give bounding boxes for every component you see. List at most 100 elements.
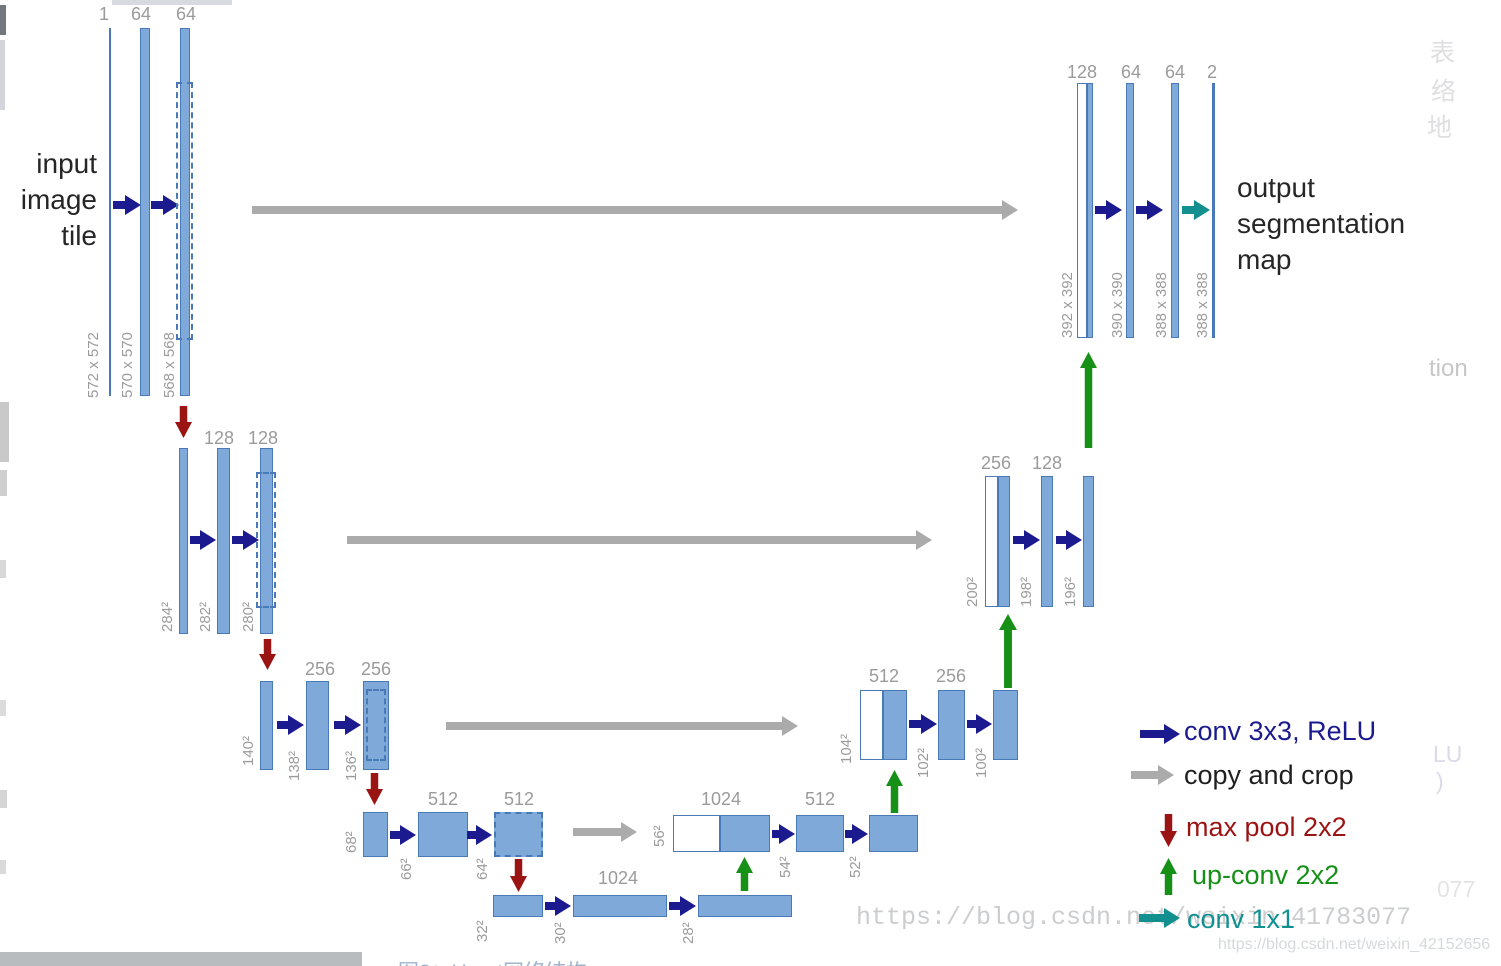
- dim-label: 104²: [838, 733, 855, 764]
- feature-bar: [140, 28, 150, 396]
- feature-bar: [180, 28, 190, 396]
- output-label-line: output: [1237, 172, 1315, 203]
- conv-arrow-icon: [334, 715, 361, 735]
- maxpool-arrow-icon: [510, 859, 527, 892]
- copy-crop-arrow-icon: [446, 716, 798, 736]
- input-label-line: image: [20, 184, 97, 215]
- ghost-char-icon: 络: [1431, 78, 1457, 106]
- edge-fragment: [0, 560, 6, 578]
- conv-arrow-icon: [845, 824, 868, 844]
- feature-bar: [418, 812, 468, 857]
- feature-bar: [869, 815, 918, 852]
- dim-label: 66²: [398, 858, 415, 880]
- ghost-text-digits: 077: [1437, 876, 1476, 902]
- channel-label: 128: [203, 428, 235, 448]
- dim-label: 392 x 392: [1059, 272, 1076, 338]
- copied-feature-bar: [673, 815, 720, 852]
- dim-label: 284²: [159, 601, 176, 632]
- feature-bar: [573, 895, 667, 917]
- crop-region-box: [176, 82, 193, 340]
- conv-arrow-icon: [113, 195, 141, 215]
- conv-arrow-icon: [1056, 530, 1082, 550]
- channel-label: 512: [503, 789, 535, 809]
- conv-arrow-icon: [669, 896, 696, 916]
- legend-maxpool-arrow-icon: [1160, 814, 1177, 847]
- channel-label: 512: [868, 666, 900, 686]
- conv-arrow-icon: [277, 715, 304, 735]
- dim-label: 572 x 572: [85, 332, 102, 398]
- feature-bar: [938, 690, 965, 760]
- dim-label: 198²: [1018, 576, 1035, 607]
- copy-crop-arrow-icon: [347, 530, 932, 550]
- legend-conv1x1-label: conv 1x1: [1187, 904, 1296, 934]
- feature-bar: [179, 448, 188, 634]
- dim-label: 56²: [651, 825, 668, 847]
- conv-arrow-icon: [1095, 200, 1122, 220]
- copied-feature-bar: [985, 476, 998, 607]
- feature-bar: [1171, 83, 1179, 338]
- edge-fragment: [0, 40, 5, 110]
- input-image-tile-label: input image tile: [0, 146, 97, 254]
- channel-label: 256: [304, 659, 336, 679]
- dim-label: 32²: [474, 920, 491, 942]
- channel-label: 1: [98, 4, 109, 24]
- dim-label: 100²: [973, 747, 990, 778]
- figure-caption: 图2：U-net网络结构: [398, 956, 587, 966]
- channel-label: 128: [1031, 453, 1063, 473]
- upconv-arrow-icon: [999, 614, 1017, 688]
- dim-label: 282²: [197, 601, 214, 632]
- upconv-arrow-icon: [736, 857, 753, 891]
- dim-label: 388 x 388: [1153, 272, 1170, 338]
- feature-bar: [993, 690, 1018, 760]
- channel-label: 64: [130, 4, 152, 24]
- conv-arrow-icon: [772, 824, 795, 844]
- output-label-line: segmentation: [1237, 208, 1406, 239]
- dim-label: 388 x 388: [1194, 272, 1211, 338]
- legend-upconv-arrow-icon: [1160, 858, 1177, 895]
- watermark-url-secondary: https://blog.csdn.net/weixin_42152656: [1218, 936, 1491, 953]
- channel-label: 1024: [597, 868, 639, 888]
- channel-label: 128: [1066, 62, 1098, 82]
- input-label-line: input: [36, 148, 97, 179]
- legend-conv-arrow-icon: [1140, 724, 1180, 744]
- copied-feature-bar: [860, 690, 883, 760]
- dim-label: 136²: [343, 750, 360, 781]
- maxpool-arrow-icon: [366, 773, 383, 805]
- legend-copy-arrow-icon: [1131, 765, 1174, 785]
- legend-conv-label: conv 3x3, ReLU: [1184, 716, 1377, 746]
- output-map-bar: [1212, 83, 1215, 338]
- ghost-text-lu: LU: [1433, 741, 1463, 767]
- feature-bar: [1041, 476, 1053, 607]
- legend-copy-label: copy and crop: [1184, 760, 1354, 790]
- dim-label: 64²: [474, 858, 491, 880]
- conv-arrow-icon: [967, 714, 992, 734]
- conv-arrow-icon: [1136, 200, 1163, 220]
- legend-maxpool-label: max pool 2x2: [1186, 812, 1347, 842]
- feature-bar: [1083, 476, 1094, 607]
- output-label-line: map: [1237, 244, 1292, 275]
- channel-label: 64: [1120, 62, 1142, 82]
- ghost-text-paren: ): [1436, 768, 1444, 794]
- watermark-url-main: https://blog.csdn.net/weixin_41783077: [856, 903, 1412, 932]
- dim-label: 68²: [343, 831, 360, 853]
- ghost-text-tion: tion: [1429, 355, 1468, 382]
- output-segmentation-map-label: output segmentation map: [1237, 170, 1405, 278]
- crop-region-box: [366, 689, 386, 761]
- conv-arrow-icon: [151, 195, 179, 215]
- feature-bar: [306, 681, 329, 770]
- input-image-bar: [109, 28, 111, 396]
- maxpool-arrow-icon: [175, 406, 192, 438]
- feature-bar: [1126, 83, 1134, 338]
- edge-fragment: [0, 790, 7, 808]
- channel-label: 2: [1206, 62, 1217, 82]
- conv-arrow-icon: [545, 896, 571, 916]
- feature-bar-cropped: [494, 812, 543, 857]
- dim-label: 280²: [240, 601, 257, 632]
- dim-label: 568 x 568: [161, 332, 178, 398]
- crop-region-box: [256, 472, 276, 608]
- feature-bar: [363, 812, 388, 857]
- conv-arrow-icon: [467, 825, 492, 845]
- channel-label: 256: [980, 453, 1012, 473]
- legend-upconv-label: up-conv 2x2: [1192, 860, 1340, 890]
- feature-bar: [493, 895, 543, 917]
